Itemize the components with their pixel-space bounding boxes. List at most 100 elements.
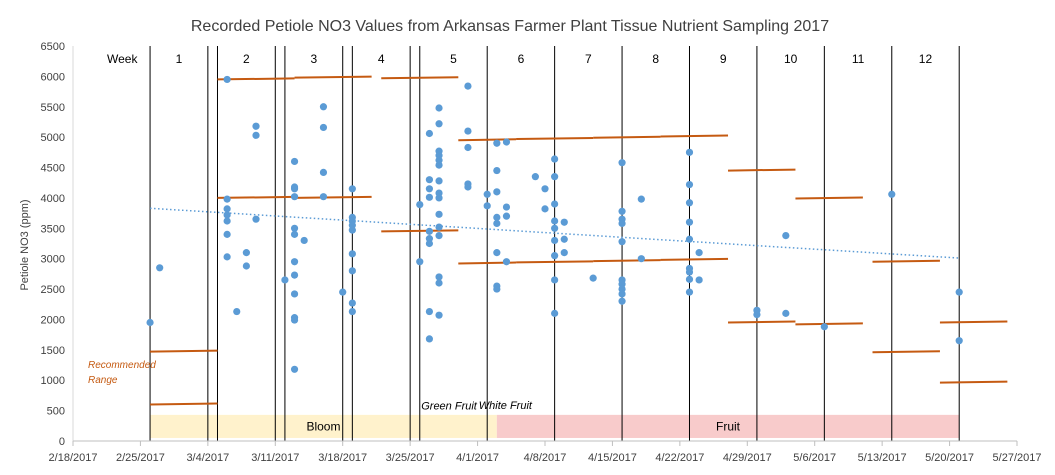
data-point-88 (531, 173, 539, 181)
recommended-range-lines (150, 75, 1008, 406)
data-point-62 (435, 194, 443, 202)
x-tick-label-1: 2/25/2017 (116, 452, 165, 464)
x-tick-label-8: 4/15/2017 (588, 452, 637, 464)
data-point-117 (685, 180, 694, 189)
data-point-52 (425, 307, 434, 316)
recommended-range-label-line1: Recommended (88, 360, 156, 371)
y-axis: 0 500 1000 1500 2000 2500 3000 3500 4000 4500 5000… (41, 41, 74, 448)
data-point-31 (319, 168, 328, 176)
stage-band-fruit (496, 414, 960, 438)
data-point-53 (425, 335, 434, 343)
data-point-2 (223, 75, 231, 84)
x-tick-label-3: 3/11/2017 (251, 452, 299, 464)
annotation-green-fruit: Green Fruit (421, 400, 478, 412)
y-axis-title: Petiole NO3 (ppm) (19, 199, 31, 290)
data-point-14 (252, 215, 260, 223)
data-point-3 (223, 195, 231, 203)
data-point-47 (425, 185, 434, 193)
data-point-12 (252, 122, 260, 130)
data-point-0 (146, 318, 154, 327)
y-tick-label-2500: 2500 (41, 284, 65, 296)
range-high-10 (795, 196, 863, 200)
data-point-68 (435, 311, 443, 319)
data-point-125 (695, 249, 703, 257)
range-low-12 (939, 380, 1008, 384)
data-point-94 (551, 217, 559, 225)
data-point-65 (435, 232, 443, 240)
data-point-105 (618, 207, 626, 215)
week-label-3: 3 (310, 52, 317, 66)
y-tick-label-5000: 5000 (41, 132, 65, 144)
data-point-7 (223, 230, 231, 238)
x-axis: 2/18/2017 2/25/2017 3/4/2017 3/11/2017 3/18/… (49, 440, 1041, 464)
data-point-79 (493, 213, 501, 221)
data-point-20 (290, 224, 299, 232)
data-point-33 (339, 288, 347, 296)
range-high-11 (872, 259, 940, 263)
week-divider-lines (149, 46, 960, 441)
data-point-115 (637, 255, 645, 263)
data-point-92 (551, 173, 559, 181)
data-point-39 (348, 250, 356, 258)
data-point-114 (637, 195, 645, 203)
data-point-24 (290, 290, 299, 298)
data-point-129 (782, 232, 790, 240)
week-label-1: 1 (176, 52, 183, 66)
data-point-10 (242, 249, 250, 257)
data-point-81 (493, 249, 501, 257)
x-tick-label-5: 3/25/2017 (386, 452, 435, 464)
y-tick-label-4500: 4500 (41, 163, 65, 175)
week-label-8: 8 (652, 52, 659, 66)
data-point-101 (560, 235, 568, 243)
stage-label-fruit: Fruit (716, 419, 741, 433)
data-point-27 (290, 365, 299, 373)
data-point-122 (685, 268, 694, 276)
data-point-104 (618, 159, 626, 167)
range-low-6 (516, 260, 594, 264)
data-point-21 (290, 230, 299, 238)
data-point-83 (493, 285, 501, 293)
stage-label-bloom: Bloom (306, 419, 340, 433)
range-low-8 (660, 257, 729, 261)
data-point-11 (242, 262, 250, 270)
week-label-4: 4 (378, 52, 385, 66)
data-point-128 (753, 311, 761, 319)
data-point-15 (281, 276, 289, 284)
week-labels: Week 1 2 3 4 5 6 7 8 9 10 11 12 (107, 52, 932, 66)
data-point-71 (464, 143, 472, 152)
week-label-10: 10 (784, 52, 798, 66)
data-point-118 (685, 199, 694, 207)
range-high-3 (294, 75, 372, 79)
week-label-9: 9 (720, 52, 727, 66)
data-point-46 (425, 176, 434, 184)
data-point-84 (502, 138, 511, 146)
data-point-43 (416, 201, 424, 209)
data-point-91 (551, 155, 559, 163)
y-tick-label-0: 0 (59, 436, 65, 448)
data-point-80 (493, 219, 501, 228)
annotation-white-fruit: White Fruit (479, 400, 533, 412)
range-low-9 (728, 320, 796, 324)
data-point-34 (348, 185, 356, 193)
data-point-40 (348, 267, 356, 275)
data-point-75 (483, 202, 491, 210)
data-point-1 (156, 264, 164, 272)
data-point-97 (551, 252, 559, 260)
range-low-1 (150, 402, 218, 406)
data-point-99 (551, 309, 559, 317)
data-point-90 (541, 205, 549, 213)
x-tick-label-12: 5/13/2017 (858, 452, 907, 464)
week-label-6: 6 (518, 52, 525, 66)
data-point-112 (618, 290, 626, 298)
data-point-9 (233, 307, 241, 316)
week-label-2: 2 (243, 52, 250, 66)
week-label-5: 5 (450, 52, 457, 66)
range-low-3 (294, 195, 372, 199)
y-tick-label-500: 500 (47, 406, 65, 418)
data-point-89 (541, 185, 549, 193)
data-point-130 (782, 309, 790, 317)
data-point-116 (685, 148, 694, 156)
data-point-32 (319, 193, 328, 201)
